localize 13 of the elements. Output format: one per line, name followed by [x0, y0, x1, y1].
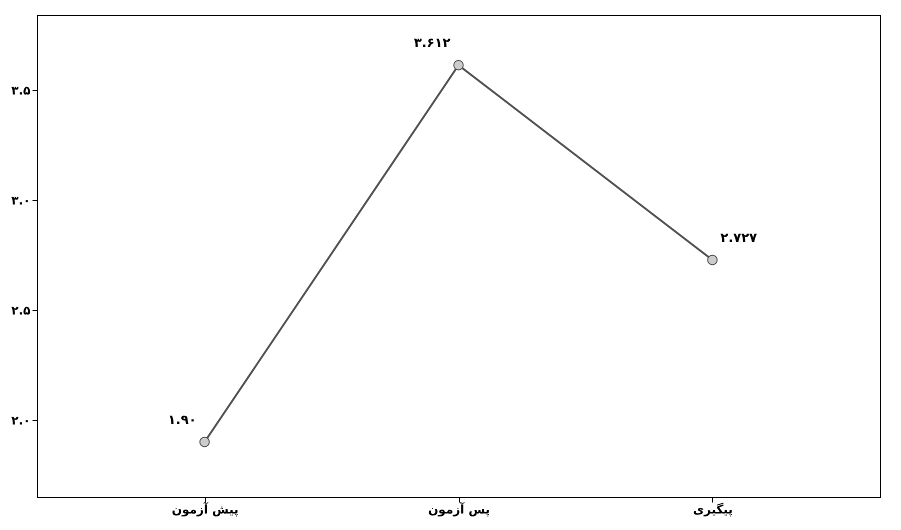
y-tick-label: ۲.۰: [11, 413, 30, 428]
y-tick-label: ۳.۰: [11, 193, 30, 208]
point: [453, 60, 464, 70]
data-label: ۱.۹۰: [168, 412, 197, 428]
point: [707, 254, 718, 266]
data-label: ۲.۷۲۷: [720, 230, 758, 246]
x-tick-label: پس آزمون: [428, 502, 490, 516]
x-tick-label: پیش آزمون: [172, 502, 238, 516]
x-tick-label: پیگیری: [693, 502, 733, 516]
data-label: ۳.۶۱۲: [414, 36, 451, 52]
y-tick-label: ۳.۵: [11, 83, 30, 98]
point: [199, 436, 210, 448]
y-tick-label: ۲.۵: [11, 303, 30, 318]
